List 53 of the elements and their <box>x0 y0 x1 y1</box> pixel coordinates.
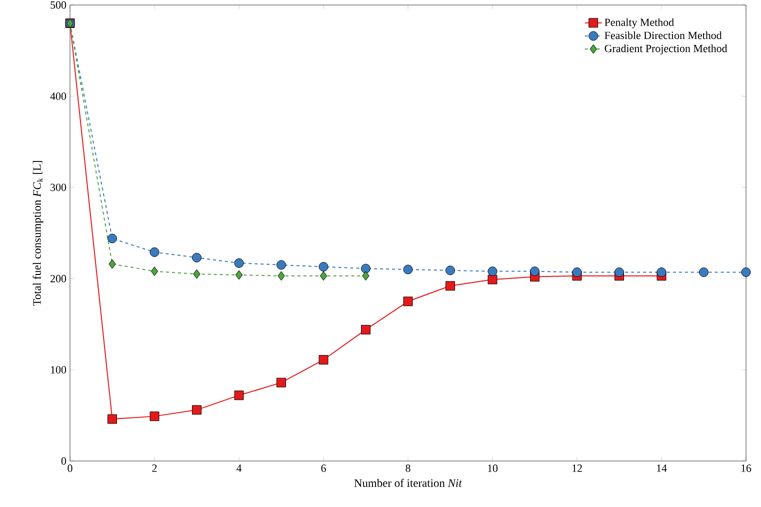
point <box>318 262 328 272</box>
point <box>488 274 498 284</box>
point <box>150 247 160 257</box>
x-tick-label: 8 <box>406 464 410 472</box>
point <box>320 271 328 281</box>
x-tick-label: 14 <box>656 464 667 472</box>
point <box>234 258 244 268</box>
point <box>150 412 160 422</box>
point <box>446 281 455 291</box>
point <box>276 260 286 270</box>
x-tick-label: 0 <box>68 464 72 472</box>
x-tick-label: 12 <box>572 464 582 472</box>
y-tick-label: 500 <box>50 1 66 9</box>
point <box>614 267 624 277</box>
point <box>361 324 370 334</box>
legend-label: Feasible Direction Method <box>604 31 722 40</box>
point <box>446 266 455 276</box>
point <box>192 252 202 262</box>
point <box>403 264 413 274</box>
point <box>193 269 200 279</box>
point <box>741 267 751 277</box>
point <box>656 267 666 277</box>
y-axis-title: Total fuel consumption FC$_{k}$ [L] <box>32 160 44 306</box>
point <box>362 271 370 281</box>
point <box>530 266 540 276</box>
point <box>235 270 243 280</box>
legend-label: Gradient Projection Method <box>604 44 728 54</box>
point <box>150 266 158 276</box>
x-tick-label: 4 <box>236 464 242 472</box>
point <box>488 266 498 276</box>
point <box>234 390 244 400</box>
x-axis-title: Number of iteration Nit <box>354 478 462 487</box>
x-tick-label: 16 <box>741 464 752 472</box>
point <box>192 405 202 415</box>
x-tick-label: 6 <box>321 464 326 472</box>
x-tick-label: 2 <box>152 464 157 472</box>
y-tick-label: 300 <box>50 184 66 192</box>
y-tick-label: 100 <box>51 366 66 374</box>
point <box>108 259 116 269</box>
point <box>278 271 285 281</box>
y-tick-label: 400 <box>50 92 66 100</box>
x-tick-label: 10 <box>488 464 498 472</box>
point <box>699 267 708 277</box>
point <box>276 378 286 388</box>
point <box>572 267 582 277</box>
y-tick-label: 200 <box>50 274 66 282</box>
point <box>108 414 117 424</box>
point <box>403 296 413 306</box>
point <box>108 234 117 244</box>
point <box>318 355 328 364</box>
point <box>361 264 370 274</box>
legend-label: Penalty Method <box>604 18 674 28</box>
y-tick-label: 0 <box>61 457 66 465</box>
